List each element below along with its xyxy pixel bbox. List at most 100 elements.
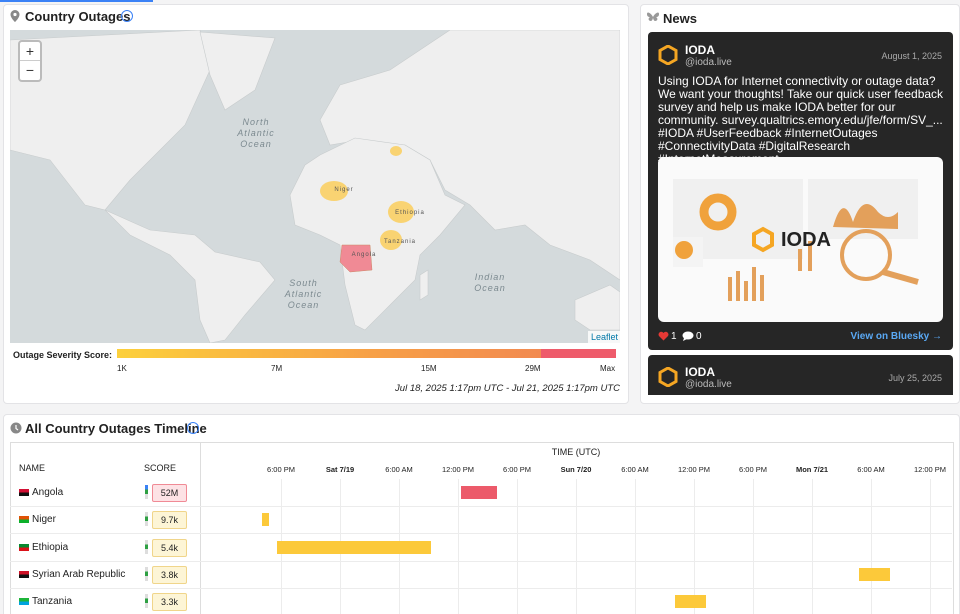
map-label: Indian Ocean	[474, 272, 506, 293]
pin-icon	[10, 10, 20, 22]
map-label: Angola	[351, 252, 377, 258]
heart-icon	[658, 331, 669, 341]
score-header[interactable]: SCORE	[144, 463, 177, 473]
time-tick-label: 12:00 PM	[441, 465, 475, 474]
scale-tick-label: 29M	[525, 364, 541, 373]
image-text: IODA	[781, 229, 831, 251]
row-divider	[10, 533, 952, 535]
scale-tick-label: Max	[600, 364, 616, 373]
scale-tick-label: 15M	[421, 364, 437, 373]
time-tick-label: 6:00 PM	[267, 465, 295, 474]
row-divider	[10, 560, 952, 562]
news-post	[648, 355, 953, 395]
scale-bar-max	[541, 349, 616, 358]
grid-line	[694, 479, 695, 614]
score-badge: 3.3k	[152, 593, 187, 612]
post-handle: @ioda.live	[685, 379, 732, 390]
time-tick-label: Mon 7/21	[795, 465, 829, 474]
flag	[19, 489, 29, 496]
name-header[interactable]: NAME	[19, 463, 46, 473]
tab-indicator	[0, 0, 153, 2]
outage-bar[interactable]	[859, 567, 890, 581]
illustration	[673, 179, 919, 301]
grid-line	[517, 479, 518, 614]
map-label: South Atlantic Ocean	[284, 278, 323, 310]
zoom-in[interactable]: +	[20, 42, 40, 61]
comment-count: 0	[696, 331, 702, 342]
grid-line	[753, 479, 754, 614]
score-indicator	[145, 566, 148, 581]
post-image[interactable]: IODA	[658, 157, 943, 322]
help-icon[interactable]	[121, 10, 133, 22]
map-attribution[interactable]: Leaflet	[588, 331, 622, 343]
grid-line	[812, 479, 813, 614]
grid-line	[576, 479, 577, 614]
time-tick-label: 6:00 AM	[385, 465, 413, 474]
map-label: Niger	[334, 187, 354, 193]
zoom-out[interactable]: −	[25, 62, 35, 78]
score-badge: 52M	[152, 484, 187, 502]
outages-title: Country Outages	[25, 9, 131, 24]
flag	[19, 598, 29, 606]
flag	[19, 570, 29, 578]
scale-bar	[117, 349, 541, 358]
comment-icon	[682, 331, 694, 341]
time-tick-label: 6:00 PM	[739, 465, 767, 474]
outage-bar[interactable]	[277, 540, 431, 554]
like-count: 1	[671, 331, 677, 342]
post-handle: @ioda.live	[685, 57, 732, 68]
flag	[19, 543, 29, 551]
time-tick-label: 6:00 PM	[503, 465, 531, 474]
time-header: TIME (UTC)	[551, 447, 601, 457]
grid-line	[871, 479, 872, 614]
map-label: Tanzania	[383, 239, 417, 245]
outage-bar[interactable]	[262, 513, 269, 527]
grid-line	[635, 479, 636, 614]
ioda-logo	[658, 367, 678, 387]
country-name[interactable]: Ethiopia	[32, 541, 69, 553]
row-divider	[10, 506, 952, 507]
scale-label: Outage Severity Score:	[13, 350, 113, 360]
post-link[interactable]: View on Bluesky →	[850, 331, 942, 342]
column-divider	[200, 442, 201, 614]
time-tick-label: 12:00 PM	[913, 465, 947, 474]
time-tick-label: 6:00 AM	[621, 465, 649, 474]
scale-tick-label: 7M	[271, 364, 283, 373]
butterfly-icon	[647, 12, 659, 21]
time-tick-label: Sun 7/20	[560, 465, 592, 474]
country-name[interactable]: Syrian Arab Republic	[32, 568, 126, 580]
row-divider	[10, 587, 952, 589]
post-author: IODA	[685, 365, 715, 379]
help-icon[interactable]	[187, 422, 199, 434]
post-text: Using IODA for Internet connectivity or …	[658, 74, 944, 166]
map[interactable]	[10, 30, 620, 343]
map-label: Ethiopia	[395, 210, 425, 216]
time-tick-label: 12:00 PM	[677, 465, 711, 474]
map-label: North Atlantic Ocean	[237, 117, 275, 149]
scale-tick-label: 1K	[117, 364, 127, 373]
score-indicator	[145, 539, 148, 554]
post-date: July 25, 2025	[888, 373, 942, 383]
timeline-title: All Country Outages Timeline	[25, 421, 207, 436]
score-indicator	[145, 512, 148, 527]
score-indicator	[145, 485, 148, 499]
country-name[interactable]: Tanzania	[32, 596, 73, 608]
timeline-table	[10, 442, 954, 614]
country-name[interactable]: Angola	[32, 487, 64, 498]
news-title: News	[663, 11, 697, 26]
ioda-logo	[658, 45, 678, 65]
score-badge: 5.4k	[152, 538, 187, 557]
outage-bar[interactable]	[675, 595, 706, 609]
country-name[interactable]: Niger	[32, 514, 56, 526]
zoom-control: + −	[18, 40, 42, 82]
outage-bar[interactable]	[461, 486, 497, 499]
flag	[19, 516, 29, 524]
score-badge: 3.8k	[152, 565, 187, 584]
grid-line	[930, 479, 931, 614]
time-tick-label: Sat 7/19	[325, 465, 355, 474]
post-author: IODA	[685, 43, 715, 57]
post-date: August 1, 2025	[881, 51, 942, 61]
date-range: Jul 18, 2025 1:17pm UTC - Jul 21, 2025 1…	[395, 383, 620, 394]
time-tick-label: 6:00 AM	[857, 465, 885, 474]
